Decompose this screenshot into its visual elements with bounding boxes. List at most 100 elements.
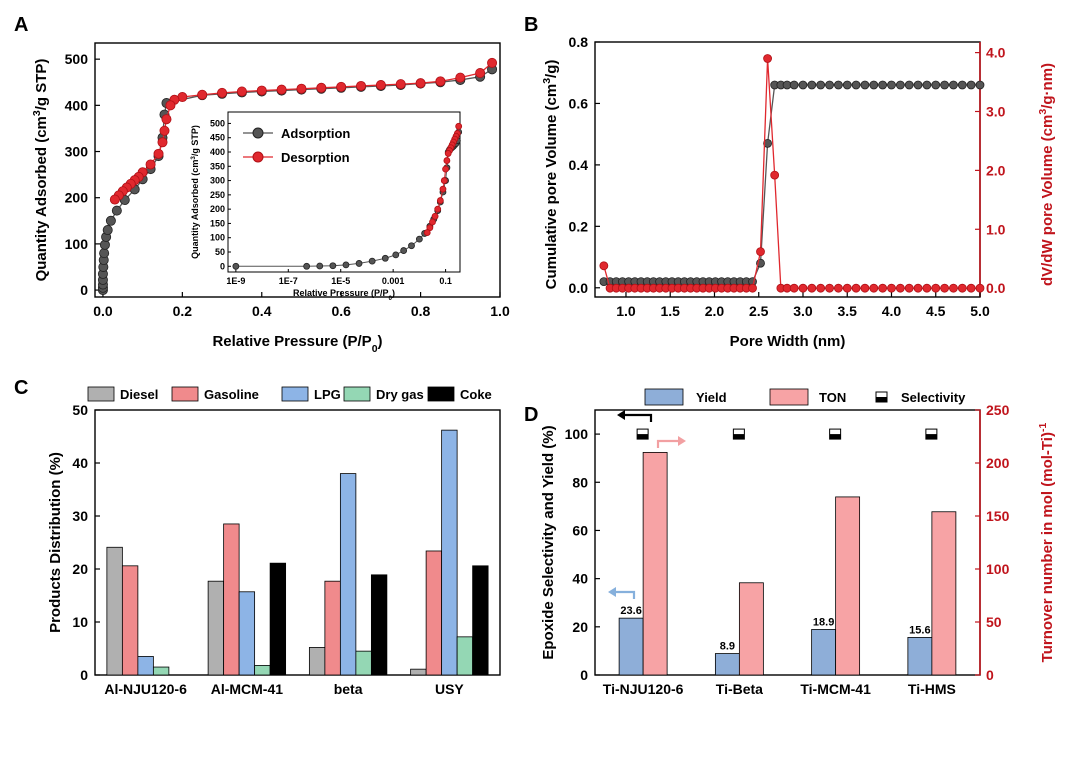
bar-dry-gas — [456, 636, 474, 676]
inset-point-adsorption-8 — [392, 251, 400, 259]
bar-yield — [811, 629, 837, 676]
y-tick-label-right-d: 200 — [986, 455, 1010, 471]
bar-yield — [907, 637, 933, 676]
point-desorption-15 — [197, 89, 208, 100]
y-tick-label-right-d: 50 — [986, 614, 1002, 630]
point-b-1-31 — [798, 283, 808, 293]
y-tick-label-left-b: 0.6 — [569, 95, 589, 111]
point-desorption-31 — [109, 194, 120, 205]
chart-a-isotherm: 0.0 0.2 0.4 0.6 0.8 1.00100200300400500Relati… — [31, 42, 510, 355]
y-axis-label-right-d: Turnover number in mol (mol-Ti)-1 — [1037, 423, 1056, 663]
inset-point-desorption-13 — [436, 197, 444, 204]
bar-ton — [931, 511, 957, 676]
y-tick-label-left-b: 0.2 — [569, 218, 589, 234]
point-b-0-40 — [878, 80, 888, 90]
inset-y-tick-label: 150 — [210, 218, 225, 228]
y-tick-label-left-d: 40 — [572, 571, 588, 587]
point-b-1-42 — [895, 283, 905, 293]
point-b-1-50 — [966, 283, 976, 293]
y-tick-label-right-d: 150 — [986, 508, 1010, 524]
point-b-1-34 — [825, 283, 834, 293]
arrow-yield-left — [614, 590, 636, 599]
point-desorption-22 — [153, 148, 164, 159]
point-desorption-8 — [336, 81, 347, 92]
chart-b-pore-size: 1.0 1.5 2.0 2.5 3.0 3.5 4.0 4.5 5.0 0.0 0.2 0.4 0.6 0… — [541, 34, 1056, 350]
bar-yield — [714, 653, 740, 676]
point-b-0-44 — [913, 80, 923, 90]
panel-letter-a: A — [14, 14, 28, 36]
bar-coke — [370, 574, 388, 676]
inset-point-desorption-18 — [423, 229, 431, 236]
bar-label-yield: 15.6 — [909, 624, 930, 636]
legend-swatch-dry-gas — [343, 386, 371, 402]
legend-swatch-ton — [769, 388, 809, 406]
arrow-selectivity-left — [622, 413, 653, 422]
inset-y-tick-label: 300 — [210, 176, 225, 186]
y-tick-label-left-b: 0.8 — [569, 34, 589, 50]
y-tick-label-right-d: 250 — [986, 402, 1010, 418]
arrow-head-selectivity — [617, 410, 625, 420]
bar-diesel — [308, 647, 326, 676]
point-adsorption-12 — [111, 205, 122, 216]
point-b-1-39 — [869, 283, 879, 293]
inset-point-adsorption-10 — [408, 242, 415, 250]
inset-y-tick-label: 50 — [215, 247, 225, 257]
inset-x-axis-label: Relative Pressure (P/P0) — [293, 288, 395, 302]
bar-coke — [472, 565, 489, 676]
y-tick-label-left-d: 80 — [572, 474, 588, 490]
arrow-head-yield — [608, 587, 616, 597]
chart-d-epoxidation: 0 20 40 60 80 100 0 50 100 150 200 250 Epoxide Selec… — [540, 388, 1056, 697]
point-b-0-38 — [860, 80, 870, 90]
arrow-head-ton — [678, 436, 686, 446]
inset-x-tick-label: 0.1 — [439, 276, 452, 286]
bar-dry-gas — [254, 665, 271, 676]
bar-coke — [269, 562, 287, 676]
inset-point-adsorption-3 — [329, 262, 337, 270]
bar-lpg — [339, 473, 357, 676]
point-b-1-33 — [816, 283, 826, 293]
y-axis-label-left-b: Cumulative pore Volume (cm3/g) — [541, 60, 560, 290]
point-b-1-41 — [887, 283, 896, 293]
bar-lpg — [238, 591, 256, 676]
bar-label-yield: 23.6 — [620, 605, 641, 617]
y-tick-label-c: 30 — [72, 508, 88, 524]
y-axis-label-a: Quantity Adsorbed (cm3/g STP) — [31, 59, 50, 282]
point-desorption-0 — [487, 57, 498, 68]
bar-dry-gas — [152, 666, 170, 676]
point-b-0-37 — [851, 80, 861, 90]
legend-marker-adsorption — [252, 127, 264, 139]
point-b-1-46 — [931, 283, 941, 293]
legend-swatch-lpg — [281, 386, 309, 402]
legend-label-dry-gas: Dry gas — [376, 387, 424, 402]
y-tick-label-a: 400 — [65, 97, 89, 113]
inset-point-adsorption-1 — [303, 262, 311, 270]
y-tick-label-a: 100 — [65, 236, 89, 252]
point-b-0-47 — [940, 80, 949, 90]
x-tick-label-b: 1.5 — [660, 303, 680, 319]
y-tick-label-right-b: 3.0 — [986, 103, 1006, 119]
y-tick-label-a: 500 — [65, 51, 89, 67]
y-tick-label-right-b: 4.0 — [986, 45, 1006, 61]
bar-diesel — [207, 580, 225, 676]
inset-point-adsorption-0 — [232, 262, 240, 270]
inset-point-desorption-11 — [440, 177, 448, 184]
series-line-b-0 — [603, 84, 980, 283]
y-tick-label-c: 50 — [72, 402, 88, 418]
legend-label-diesel: Diesel — [120, 387, 158, 402]
point-b-0-45 — [922, 80, 932, 90]
point-desorption-3 — [435, 76, 446, 87]
bar-diesel — [106, 546, 123, 676]
point-desorption-20 — [159, 125, 170, 136]
y-tick-label-c: 0 — [80, 667, 88, 683]
legend-swatch-coke — [427, 386, 455, 402]
category-label-c: Al-NJU120-6 — [104, 681, 187, 697]
point-b-0-33 — [816, 80, 826, 90]
x-tick-label-a: 0.8 — [411, 303, 431, 319]
point-b-0-51 — [975, 80, 985, 90]
inset-y-tick-label: 200 — [210, 204, 225, 214]
legend-swatch-diesel — [87, 386, 115, 402]
point-b-1-30 — [789, 283, 799, 293]
x-axis-label-a: Relative Pressure (P/P0) — [212, 333, 382, 355]
point-b-1-47 — [940, 283, 949, 293]
